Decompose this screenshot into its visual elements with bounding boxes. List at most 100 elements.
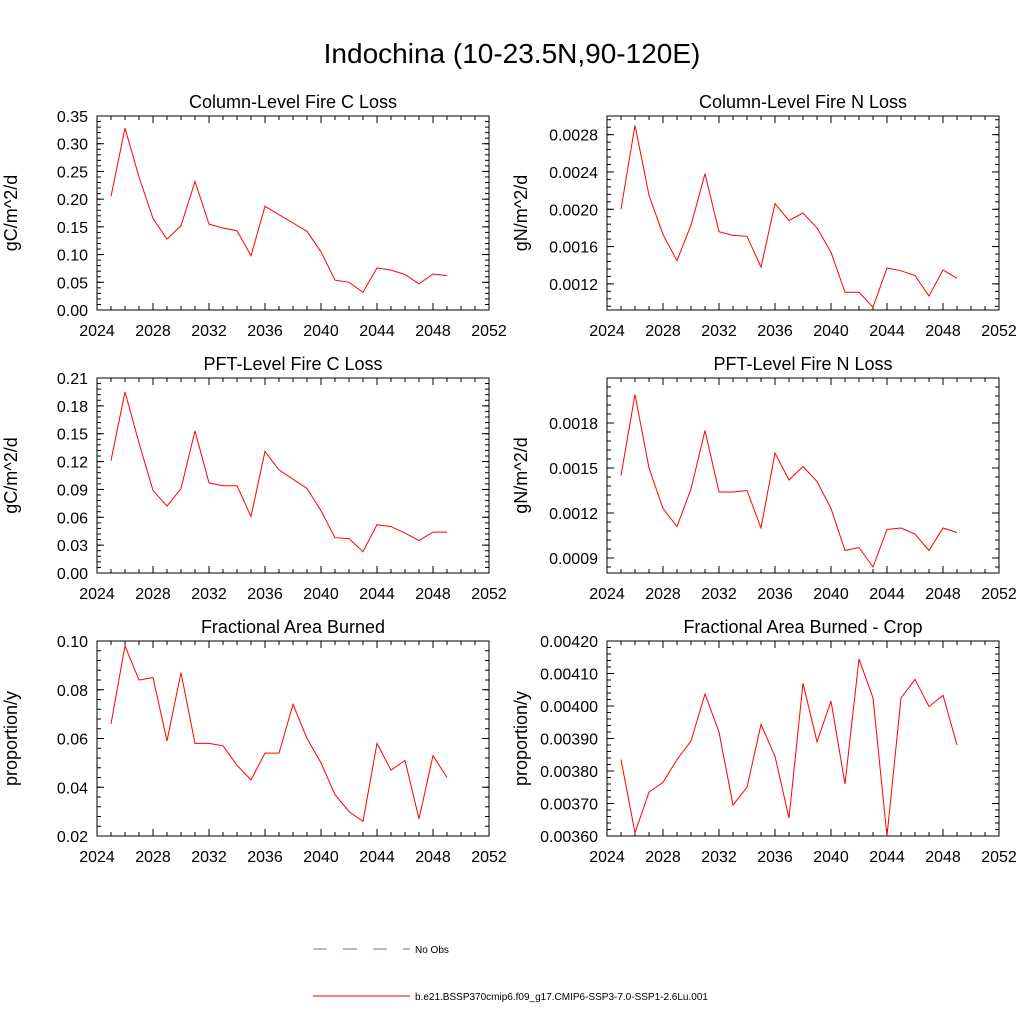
- x-tick-label: 2036: [247, 849, 283, 866]
- x-tick-label: 2052: [471, 849, 507, 866]
- y-tick-label: 0.15: [57, 427, 88, 444]
- x-tick-label: 2044: [869, 586, 905, 603]
- panel-title: Column-Level Fire N Loss: [699, 92, 907, 112]
- plot-frame: [96, 377, 490, 574]
- y-tick-label: 0.0028: [549, 128, 598, 145]
- legend-label-no-obs: No Obs: [415, 945, 449, 956]
- x-tick-label: 2044: [359, 323, 395, 340]
- y-tick-label: 0.04: [57, 780, 88, 797]
- y-axis-label: proportion/y: [511, 691, 531, 786]
- legend-label-series: b.e21.BSSP370cmip6.f09_g17.CMIP6-SSP3-7.…: [415, 992, 708, 1003]
- x-tick-label: 2048: [415, 849, 451, 866]
- x-tick-label: 2048: [415, 323, 451, 340]
- y-tick-label: 0.0015: [549, 461, 598, 478]
- x-tick-label: 2036: [247, 586, 283, 603]
- x-tick-label: 2044: [869, 323, 905, 340]
- y-tick-label: 0.06: [57, 510, 88, 527]
- y-axis-label: gC/m^2/d: [1, 175, 21, 251]
- panel-title: Column-Level Fire C Loss: [189, 92, 397, 112]
- y-tick-label: 0.0018: [549, 416, 598, 433]
- panel-title: Fractional Area Burned - Crop: [683, 617, 922, 637]
- y-tick-label: 0.06: [57, 732, 88, 749]
- y-tick-label: 0.03: [57, 538, 88, 555]
- x-tick-label: 2024: [589, 849, 625, 866]
- x-tick-label: 2048: [925, 849, 961, 866]
- x-tick-label: 2028: [645, 586, 681, 603]
- y-tick-label: 0.08: [57, 683, 88, 700]
- x-tick-label: 2040: [813, 586, 849, 603]
- series-line: [620, 658, 958, 837]
- x-tick-label: 2052: [981, 586, 1017, 603]
- x-tick-label: 2028: [135, 586, 171, 603]
- x-tick-label: 2028: [645, 849, 681, 866]
- series-line: [620, 394, 958, 569]
- plot-frame: [606, 640, 1000, 837]
- y-tick-label: 0.0016: [549, 240, 598, 257]
- y-tick-label: 0.21: [57, 371, 88, 388]
- y-axis-label: gN/m^2/d: [511, 437, 531, 513]
- x-tick-label: 2044: [359, 849, 395, 866]
- x-tick-label: 2044: [869, 849, 905, 866]
- y-tick-label: 0.0020: [549, 202, 598, 219]
- y-tick-label: 0.25: [57, 164, 88, 181]
- y-tick-label: 0.12: [57, 455, 88, 472]
- y-tick-label: 0.00360: [540, 829, 598, 846]
- y-tick-label: 0.00420: [540, 634, 598, 651]
- x-tick-label: 2032: [191, 849, 227, 866]
- x-tick-label: 2032: [191, 323, 227, 340]
- y-tick-label: 0.18: [57, 399, 88, 416]
- y-tick-label: 0.02: [57, 829, 88, 846]
- y-tick-label: 0.0009: [549, 551, 598, 568]
- x-tick-label: 2048: [925, 586, 961, 603]
- x-tick-label: 2044: [359, 586, 395, 603]
- series-line: [110, 644, 448, 823]
- x-tick-label: 2048: [925, 323, 961, 340]
- x-tick-label: 2036: [247, 323, 283, 340]
- x-tick-label: 2052: [981, 323, 1017, 340]
- panel-title: PFT-Level Fire N Loss: [713, 354, 892, 374]
- x-tick-label: 2032: [191, 586, 227, 603]
- x-tick-label: 2040: [303, 323, 339, 340]
- x-tick-label: 2036: [757, 586, 793, 603]
- x-tick-label: 2040: [303, 849, 339, 866]
- x-tick-label: 2024: [589, 586, 625, 603]
- x-tick-label: 2028: [645, 323, 681, 340]
- y-axis-label: gC/m^2/d: [1, 437, 21, 513]
- y-tick-label: 0.10: [57, 248, 88, 265]
- figure-title: Indochina (10-23.5N,90-120E): [323, 38, 701, 69]
- y-tick-label: 0.35: [57, 109, 88, 126]
- y-tick-label: 0.00390: [540, 732, 598, 749]
- plot-frame: [96, 640, 490, 837]
- y-tick-label: 0.10: [57, 634, 88, 651]
- x-tick-label: 2024: [79, 849, 115, 866]
- y-tick-label: 0.0012: [549, 506, 598, 523]
- panel-title: PFT-Level Fire C Loss: [203, 354, 382, 374]
- x-tick-label: 2052: [471, 323, 507, 340]
- y-tick-label: 0.15: [57, 220, 88, 237]
- x-tick-label: 2036: [757, 323, 793, 340]
- y-tick-label: 0.00380: [540, 764, 598, 781]
- series-line: [110, 128, 448, 294]
- series-line: [110, 391, 447, 553]
- x-tick-label: 2040: [813, 323, 849, 340]
- x-tick-label: 2052: [471, 586, 507, 603]
- x-tick-label: 2052: [981, 849, 1017, 866]
- plot-frame: [96, 115, 490, 311]
- x-tick-label: 2036: [757, 849, 793, 866]
- x-tick-label: 2028: [135, 849, 171, 866]
- x-tick-label: 2024: [589, 323, 625, 340]
- y-tick-label: 0.00410: [540, 667, 598, 684]
- y-tick-label: 0.30: [57, 137, 88, 154]
- series-line: [620, 125, 958, 309]
- y-axis-label: proportion/y: [1, 691, 21, 786]
- y-tick-label: 0.00400: [540, 699, 598, 716]
- x-tick-label: 2024: [79, 586, 115, 603]
- y-tick-label: 0.0012: [549, 277, 598, 294]
- x-tick-label: 2032: [701, 586, 737, 603]
- y-tick-label: 0.00: [57, 303, 88, 320]
- y-tick-label: 0.05: [57, 275, 88, 292]
- y-tick-label: 0.09: [57, 482, 88, 499]
- y-tick-label: 0.00: [57, 566, 88, 583]
- y-tick-label: 0.20: [57, 192, 88, 209]
